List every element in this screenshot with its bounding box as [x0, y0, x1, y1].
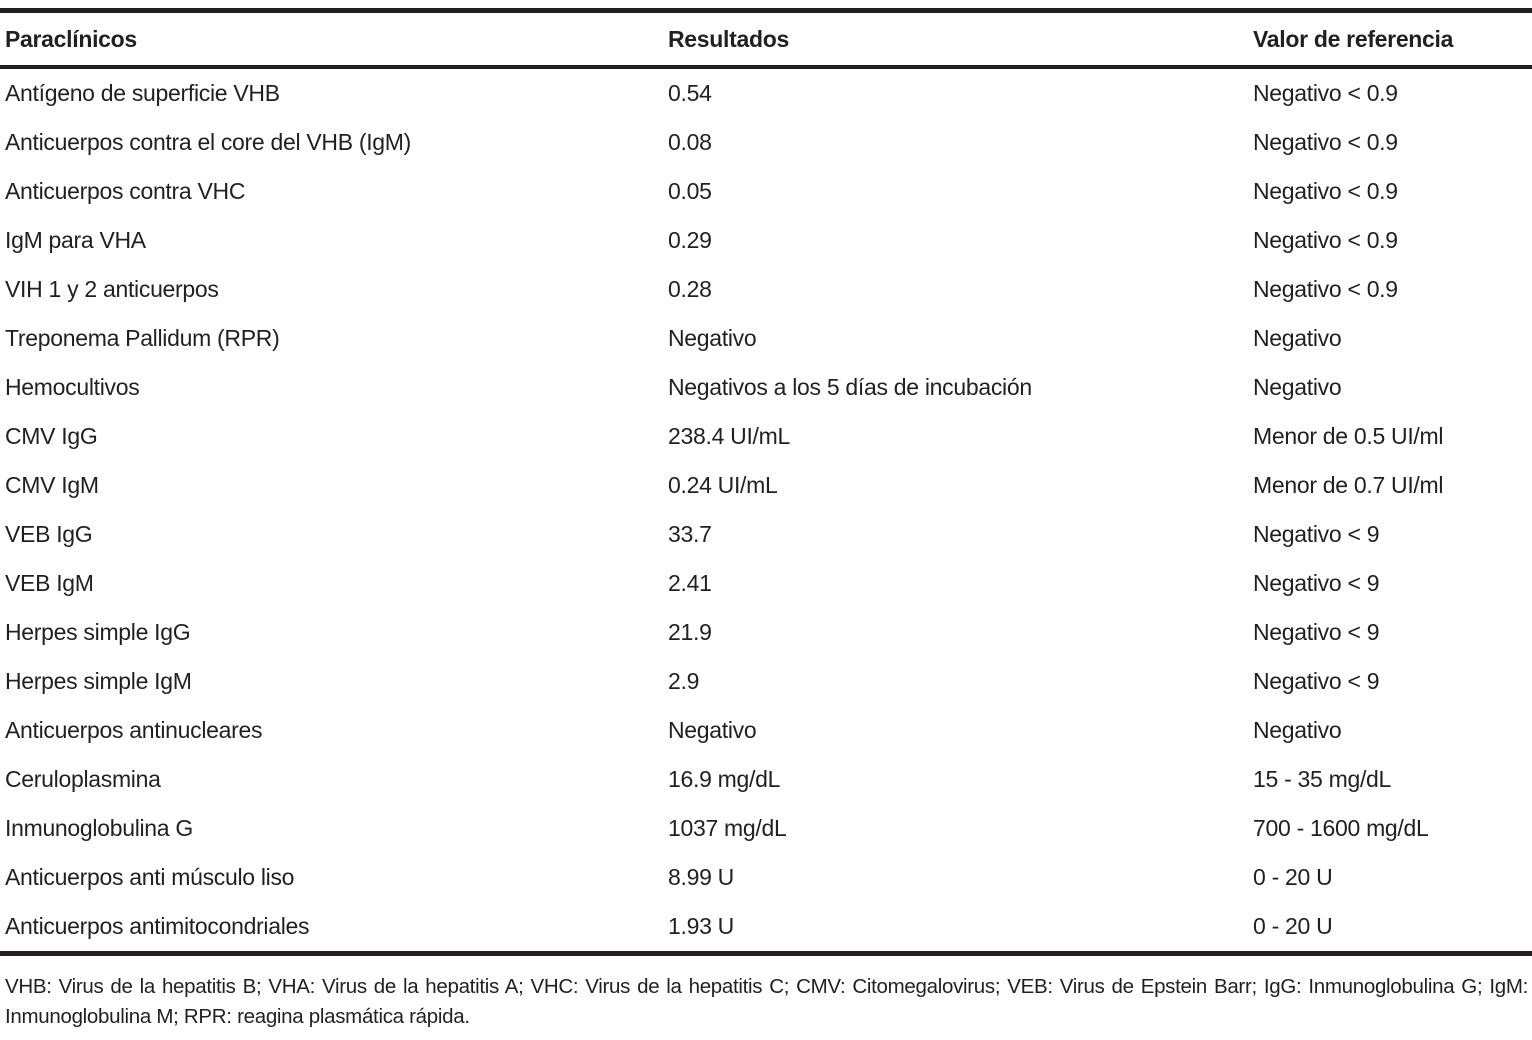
result-cell: 238.4 UI/mL [668, 423, 790, 449]
param-cell: Anticuerpos antinucleares [5, 717, 263, 743]
header-row: Paraclínicos Resultados Valor de referen… [0, 13, 1532, 69]
result-cell: Negativo [668, 325, 757, 351]
param-cell: CMV IgM [5, 472, 99, 498]
reference-cell: 15 - 35 mg/dL [1253, 766, 1392, 792]
reference-cell: Negativo [1253, 374, 1342, 400]
table-row: Treponema Pallidum (RPR) Negativo Negativo [0, 314, 1532, 363]
table-row: Ceruloplasmina 16.9 mg/dL 15 - 35 mg/dL [0, 755, 1532, 804]
param-cell: Hemocultivos [5, 374, 140, 400]
reference-cell: Negativo < 9 [1253, 570, 1380, 596]
reference-cell: Negativo [1253, 717, 1342, 743]
table-row: Hemocultivos Negativos a los 5 días de in… [0, 363, 1532, 412]
table-top-rule [0, 8, 1532, 13]
table-footnote: VHB: Virus de la hepatitis B; VHA: Virus… [5, 975, 1528, 1028]
reference-cell: 0 - 20 U [1253, 864, 1333, 890]
result-cell: 0.54 [668, 80, 712, 106]
param-cell: Antígeno de superficie VHB [5, 80, 280, 106]
param-cell: Treponema Pallidum (RPR) [5, 325, 280, 351]
param-cell: Anticuerpos anti músculo liso [5, 864, 295, 890]
table-row: Herpes simple IgM 2.9 Negativo < 9 [0, 657, 1532, 706]
table-row: VEB IgM 2.41 Negativo < 9 [0, 559, 1532, 608]
table-row: Anticuerpos antinucleares Negativo Negativ… [0, 706, 1532, 755]
result-cell: 2.9 [668, 668, 700, 694]
table-row: Anticuerpos anti músculo liso 8.99 U 0 - 2… [0, 853, 1532, 902]
table-row: VIH 1 y 2 anticuerpos 0.28 Negativo < 0.9 [0, 265, 1532, 314]
reference-cell: Menor de 0.7 UI/ml [1253, 472, 1444, 498]
param-cell: VIH 1 y 2 anticuerpos [5, 276, 219, 302]
result-cell: 0.24 UI/mL [668, 472, 778, 498]
reference-cell: Negativo < 0.9 [1253, 227, 1398, 253]
param-cell: VEB IgM [5, 570, 94, 596]
reference-cell: Negativo < 0.9 [1253, 129, 1398, 155]
result-cell: 0.28 [668, 276, 712, 302]
table-row: Anticuerpos contra el core del VHB (IgM)… [0, 118, 1532, 167]
param-cell: Herpes simple IgG [5, 619, 191, 645]
result-cell: 0.05 [668, 178, 712, 204]
table-row: Antígeno de superficie VHB 0.54 Negativo <… [0, 67, 1532, 118]
param-cell: Ceruloplasmina [5, 766, 161, 792]
table-bottom-rule [0, 951, 1532, 956]
table-body: Antígeno de superficie VHB 0.54 Negativo <… [0, 67, 1532, 951]
result-cell: 0.29 [668, 227, 712, 253]
reference-cell: Negativo < 9 [1253, 619, 1380, 645]
table-row: Inmunoglobulina G 1037 mg/dL 700 - 1600 mg… [0, 804, 1532, 853]
result-cell: 21.9 [668, 619, 712, 645]
param-cell: CMV IgG [5, 423, 98, 449]
column-header-resultados: Resultados [668, 13, 1253, 69]
result-cell: 16.9 mg/dL [668, 766, 781, 792]
table-row: CMV IgG 238.4 UI/mL Menor de 0.5 UI/ml [0, 412, 1532, 461]
reference-cell: Negativo < 0.9 [1253, 80, 1398, 106]
lab-results-table: Paraclínicos Resultados Valor de referen… [0, 13, 1532, 951]
table-row: IgM para VHA 0.29 Negativo < 0.9 [0, 216, 1532, 265]
result-cell: 0.08 [668, 129, 712, 155]
result-cell: 1037 mg/dL [668, 815, 787, 841]
reference-cell: Negativo < 0.9 [1253, 178, 1398, 204]
reference-cell: Negativo < 9 [1253, 521, 1380, 547]
table-row: VEB IgG 33.7 Negativo < 9 [0, 510, 1532, 559]
reference-cell: Negativo < 9 [1253, 668, 1380, 694]
table-row: Anticuerpos contra VHC 0.05 Negativo < 0.9 [0, 167, 1532, 216]
result-cell: Negativos a los 5 días de incubación [668, 374, 1032, 400]
column-header-paraclinicos: Paraclínicos [0, 13, 668, 69]
reference-cell: 700 - 1600 mg/dL [1253, 815, 1429, 841]
table-header: Paraclínicos Resultados Valor de referen… [0, 13, 1532, 69]
result-cell: 2.41 [668, 570, 712, 596]
reference-cell: Negativo < 0.9 [1253, 276, 1398, 302]
param-cell: Anticuerpos contra el core del VHB (IgM) [5, 129, 412, 155]
result-cell: 33.7 [668, 521, 712, 547]
result-cell: Negativo [668, 717, 757, 743]
param-cell: Herpes simple IgM [5, 668, 192, 694]
reference-cell: Negativo [1253, 325, 1342, 351]
column-header-valor-de-referencia: Valor de referencia [1253, 13, 1532, 69]
reference-cell: 0 - 20 U [1253, 913, 1333, 939]
table-row: Anticuerpos antimitocondriales 1.93 U 0 - … [0, 902, 1532, 951]
param-cell: Anticuerpos antimitocondriales [5, 913, 310, 939]
table-row: CMV IgM 0.24 UI/mL Menor de 0.7 UI/ml [0, 461, 1532, 510]
param-cell: IgM para VHA [5, 227, 146, 253]
param-cell: Inmunoglobulina G [5, 815, 193, 841]
result-cell: 1.93 U [668, 913, 734, 939]
table-row: Herpes simple IgG 21.9 Negativo < 9 [0, 608, 1532, 657]
reference-cell: Menor de 0.5 UI/ml [1253, 423, 1444, 449]
param-cell: Anticuerpos contra VHC [5, 178, 246, 204]
result-cell: 8.99 U [668, 864, 734, 890]
param-cell: VEB IgG [5, 521, 93, 547]
